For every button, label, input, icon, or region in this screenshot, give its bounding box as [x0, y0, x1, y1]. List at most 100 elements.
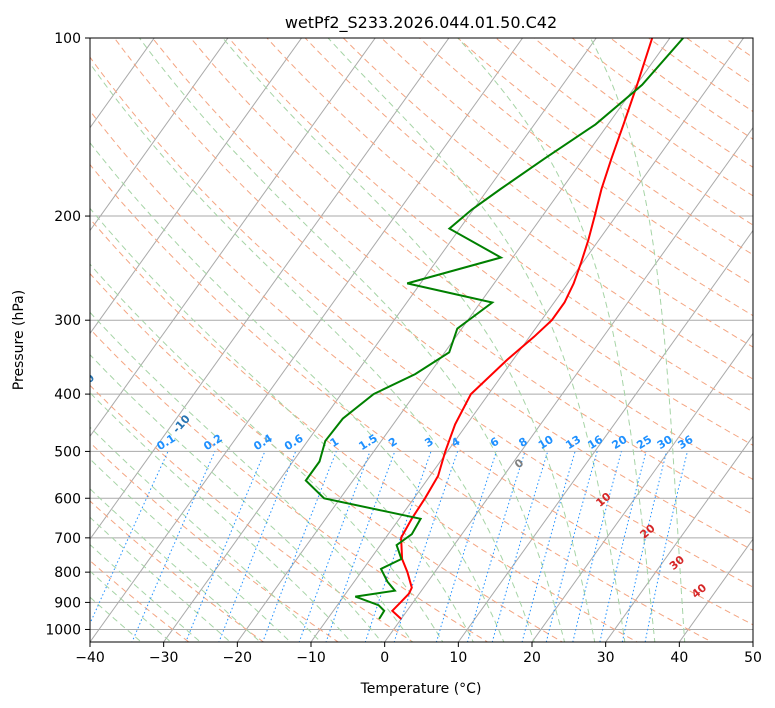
x-tick-label: −30	[149, 650, 179, 666]
plot-frame	[89, 37, 754, 643]
x-tick-label: 0	[380, 650, 389, 666]
dry-adiabat-line	[266, 38, 753, 413]
isotherm-line	[163, 38, 597, 642]
x-axis-label: Temperature (°C)	[360, 681, 482, 697]
x-tick-label: 20	[523, 650, 541, 666]
isotherm-line	[531, 332, 753, 642]
mixing-ratio-label: 13	[563, 433, 583, 452]
isotherm-line	[90, 38, 376, 438]
y-tick-label: 300	[54, 313, 81, 329]
x-tick-label: −20	[223, 650, 253, 666]
mixing-ratio-line	[521, 451, 576, 642]
isotherm-line	[236, 38, 671, 642]
dry-adiabat-line	[90, 560, 190, 642]
moist-adiabat-line	[90, 391, 352, 642]
dry-adiabat-label: -10	[170, 412, 193, 436]
temperature-profile-line	[390, 38, 654, 620]
mixing-ratio-line	[131, 451, 216, 642]
mixing-ratio-label: 16	[585, 433, 605, 452]
mixing-ratio-line	[218, 451, 297, 642]
moist-adiabat-label: 0	[512, 456, 526, 471]
x-tick-label: −10	[296, 650, 326, 666]
x-tick-label: 40	[670, 650, 688, 666]
moist-adiabat-line	[589, 38, 686, 642]
dry-adiabat-label: -20	[74, 371, 97, 395]
isotherm-line	[605, 435, 753, 642]
mixing-ratio-label: 1	[328, 435, 341, 450]
dry-adiabat-line	[304, 38, 753, 380]
moist-adiabat-line	[138, 38, 566, 642]
moist-adiabat-line	[327, 38, 626, 642]
y-tick-label: 800	[54, 565, 81, 581]
mixing-ratio-line	[644, 451, 688, 642]
moist-adiabat-line	[90, 488, 261, 642]
mixing-ratio-line	[572, 451, 622, 642]
dry-adiabat-line	[90, 56, 753, 588]
mixing-ratio-label: 6	[488, 435, 502, 450]
mixing-ratio-line	[545, 451, 598, 642]
moist-adiabat-label: 30	[667, 553, 687, 573]
mixing-ratio-label: 0.4	[251, 432, 275, 454]
dry-adiabat-line	[457, 38, 753, 256]
dry-adiabat-line	[533, 38, 753, 197]
mixing-ratio-label: 10	[536, 433, 556, 452]
isotherm-line	[90, 38, 229, 232]
dry-adiabat-line	[90, 500, 265, 642]
mixing-ratio-line	[393, 451, 459, 642]
dry-adiabat-label: -30	[0, 330, 10, 354]
dry-adiabat-line	[342, 38, 753, 348]
mixing-ratio-label: 0.2	[201, 432, 224, 453]
y-tick-label: 200	[54, 209, 81, 225]
dry-adiabat-line	[113, 38, 753, 551]
mixing-ratio-line	[621, 451, 668, 642]
moist-adiabat-line	[90, 596, 142, 642]
axis-ticks: −40 −30 −20 −10 0 10 20 30 40 5010020030040050060…	[45, 31, 762, 666]
isotherm-line	[310, 38, 745, 642]
mixing-ratio-line	[185, 451, 266, 642]
isotherm-line	[678, 538, 753, 642]
isotherm-line	[384, 126, 753, 642]
isotherm-line	[752, 641, 753, 642]
x-tick-label: −40	[75, 650, 105, 666]
dry-adiabat-line	[685, 38, 753, 85]
moist-adiabat-line	[90, 142, 505, 642]
dry-adiabat-line	[151, 38, 753, 516]
moist-adiabat-line	[222, 38, 596, 642]
mixing-ratio-label: 2	[386, 435, 399, 450]
isotherm-line	[90, 38, 450, 540]
dry-adiabat-line	[90, 110, 753, 626]
y-tick-label: 400	[54, 387, 81, 403]
dry-adiabat-line	[190, 38, 753, 481]
mixing-ratio-line	[325, 451, 396, 642]
x-tick-label: 10	[449, 650, 467, 666]
y-tick-label: 1000	[45, 622, 81, 638]
mixing-ratio-label: 20	[610, 433, 630, 452]
moist-adiabat-label: 40	[689, 581, 709, 601]
mixing-ratio-line	[364, 451, 432, 642]
y-tick-label: 600	[54, 491, 81, 507]
moist-adiabat-line	[90, 543, 202, 642]
isotherm-line	[90, 38, 155, 129]
dry-adiabat-line	[90, 441, 340, 642]
chart-title: wetPf2_S233.2026.044.01.50.C42	[285, 13, 557, 33]
x-tick-label: 50	[744, 650, 762, 666]
dry-adiabat-line	[228, 38, 753, 446]
moist-adiabat-line	[457, 38, 656, 642]
mixing-ratio-label: 30	[655, 433, 675, 452]
dry-adiabat-line	[90, 272, 564, 642]
dry-adiabat-line	[724, 38, 753, 59]
mixing-ratio-label: 25	[634, 433, 654, 452]
y-tick-label: 500	[54, 444, 81, 460]
moist-adiabat-line	[90, 516, 231, 642]
moist-adiabat-line	[90, 354, 383, 642]
profile-lines	[304, 38, 684, 620]
mixing-ratio-label: 36	[676, 433, 696, 452]
mixing-ratio-label: 1.5	[356, 432, 379, 453]
moist-adiabat-line	[90, 426, 322, 642]
background-lines	[90, 38, 753, 642]
mixing-ratio-line	[491, 451, 549, 642]
isotherm-line	[90, 38, 524, 642]
dry-adiabat-line	[90, 328, 489, 642]
x-tick-label: 30	[597, 650, 615, 666]
dry-adiabat-line	[90, 384, 414, 642]
